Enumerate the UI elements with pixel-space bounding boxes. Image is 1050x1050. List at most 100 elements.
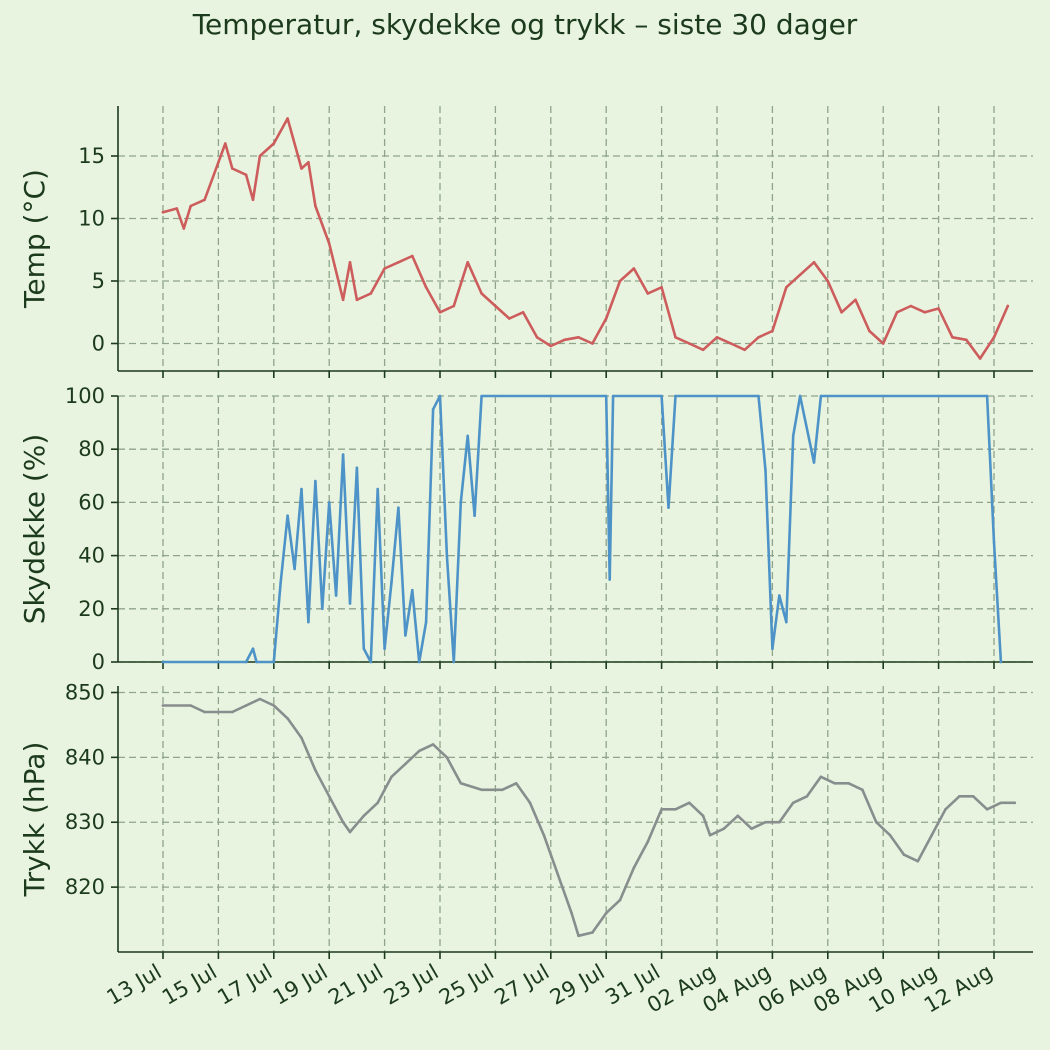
data-point [674,394,677,398]
data-point [688,342,691,345]
data-point [542,833,546,837]
data-point [722,827,726,830]
data-point [341,820,345,824]
data-point [570,911,573,915]
data-point [424,620,428,624]
data-point [355,298,359,302]
y-tick-label: 80 [78,437,105,461]
data-point [999,660,1003,664]
data-point [369,292,373,295]
data-point [708,833,712,837]
x-tick-label: 19 Jul [269,960,332,1010]
data-point [161,704,165,707]
data-point [978,357,982,360]
data-point [404,634,407,637]
data-point [217,161,220,164]
data-point [888,833,892,837]
data-point [161,660,165,664]
data-point [286,117,289,120]
x-tick-label: 27 Jul [490,960,553,1010]
data-point [556,872,559,876]
x-tick-label: 21 Jul [324,960,387,1010]
data-point [258,154,262,158]
data-point [321,607,324,611]
data-point [341,453,345,456]
data-point [577,336,580,339]
data-point [314,769,317,772]
data-point [244,704,248,707]
y-tick-label: 0 [92,332,105,356]
data-point [958,795,961,798]
data-point [452,660,456,664]
data-point [618,898,622,902]
data-point [438,394,442,398]
data-point [397,506,400,510]
data-point [840,311,843,314]
data-point [909,304,913,308]
data-point [300,487,303,491]
data-point [175,207,179,210]
data-point [778,594,781,597]
y-tick-label: 15 [78,144,105,168]
data-point [764,820,767,824]
data-point [272,660,276,664]
data-point [604,394,608,398]
data-point [279,580,283,584]
data-point [397,261,400,264]
y-tick-label: 5 [92,269,105,293]
data-point [459,501,463,504]
data-point [701,348,705,352]
data-point [826,279,830,283]
data-point [791,801,795,805]
data-point [494,304,497,308]
x-tick-label: 23 Jul [380,960,443,1010]
data-point [632,267,636,270]
data-point [224,142,227,145]
data-point [674,808,677,811]
data-point [376,487,380,491]
data-point [591,931,594,934]
y-axis-label: Skydekke (%) [18,434,51,625]
data-point [466,261,470,264]
data-point [701,814,705,818]
data-point [608,578,611,581]
data-point [203,198,206,202]
data-point [327,501,331,504]
data-point [390,580,393,584]
data-point [466,434,470,438]
data-point [293,567,296,571]
data-point [1013,801,1017,805]
data-point [812,261,816,264]
data-point [916,859,920,863]
data-point [660,808,663,811]
data-point [778,820,781,824]
data-point [307,620,310,624]
y-axis-label: Temp (°C) [18,169,51,309]
data-point [992,541,996,544]
data-point [459,782,463,785]
data-point [819,775,823,779]
data-point [480,394,483,398]
data-point [480,292,483,295]
data-point [646,292,650,295]
data-point [819,394,823,398]
data-point [985,394,989,398]
y-tick-label: 0 [92,650,105,674]
data-point [231,167,234,170]
y-tick-label: 850 [65,680,105,704]
data-point [805,795,809,798]
data-point [445,554,449,557]
data-point [431,408,435,411]
data-point [750,827,753,830]
data-point [729,342,733,345]
data-point [383,267,386,270]
data-point [951,336,954,339]
data-point [189,204,192,208]
data-point [314,204,317,208]
data-point [881,342,885,345]
data-point [501,788,504,792]
panel-2: 0 20 40 60 80 100 Skydekke (%) [18,384,1033,674]
panel-1: 0 5 10 15 Temp (°C) [18,106,1033,378]
